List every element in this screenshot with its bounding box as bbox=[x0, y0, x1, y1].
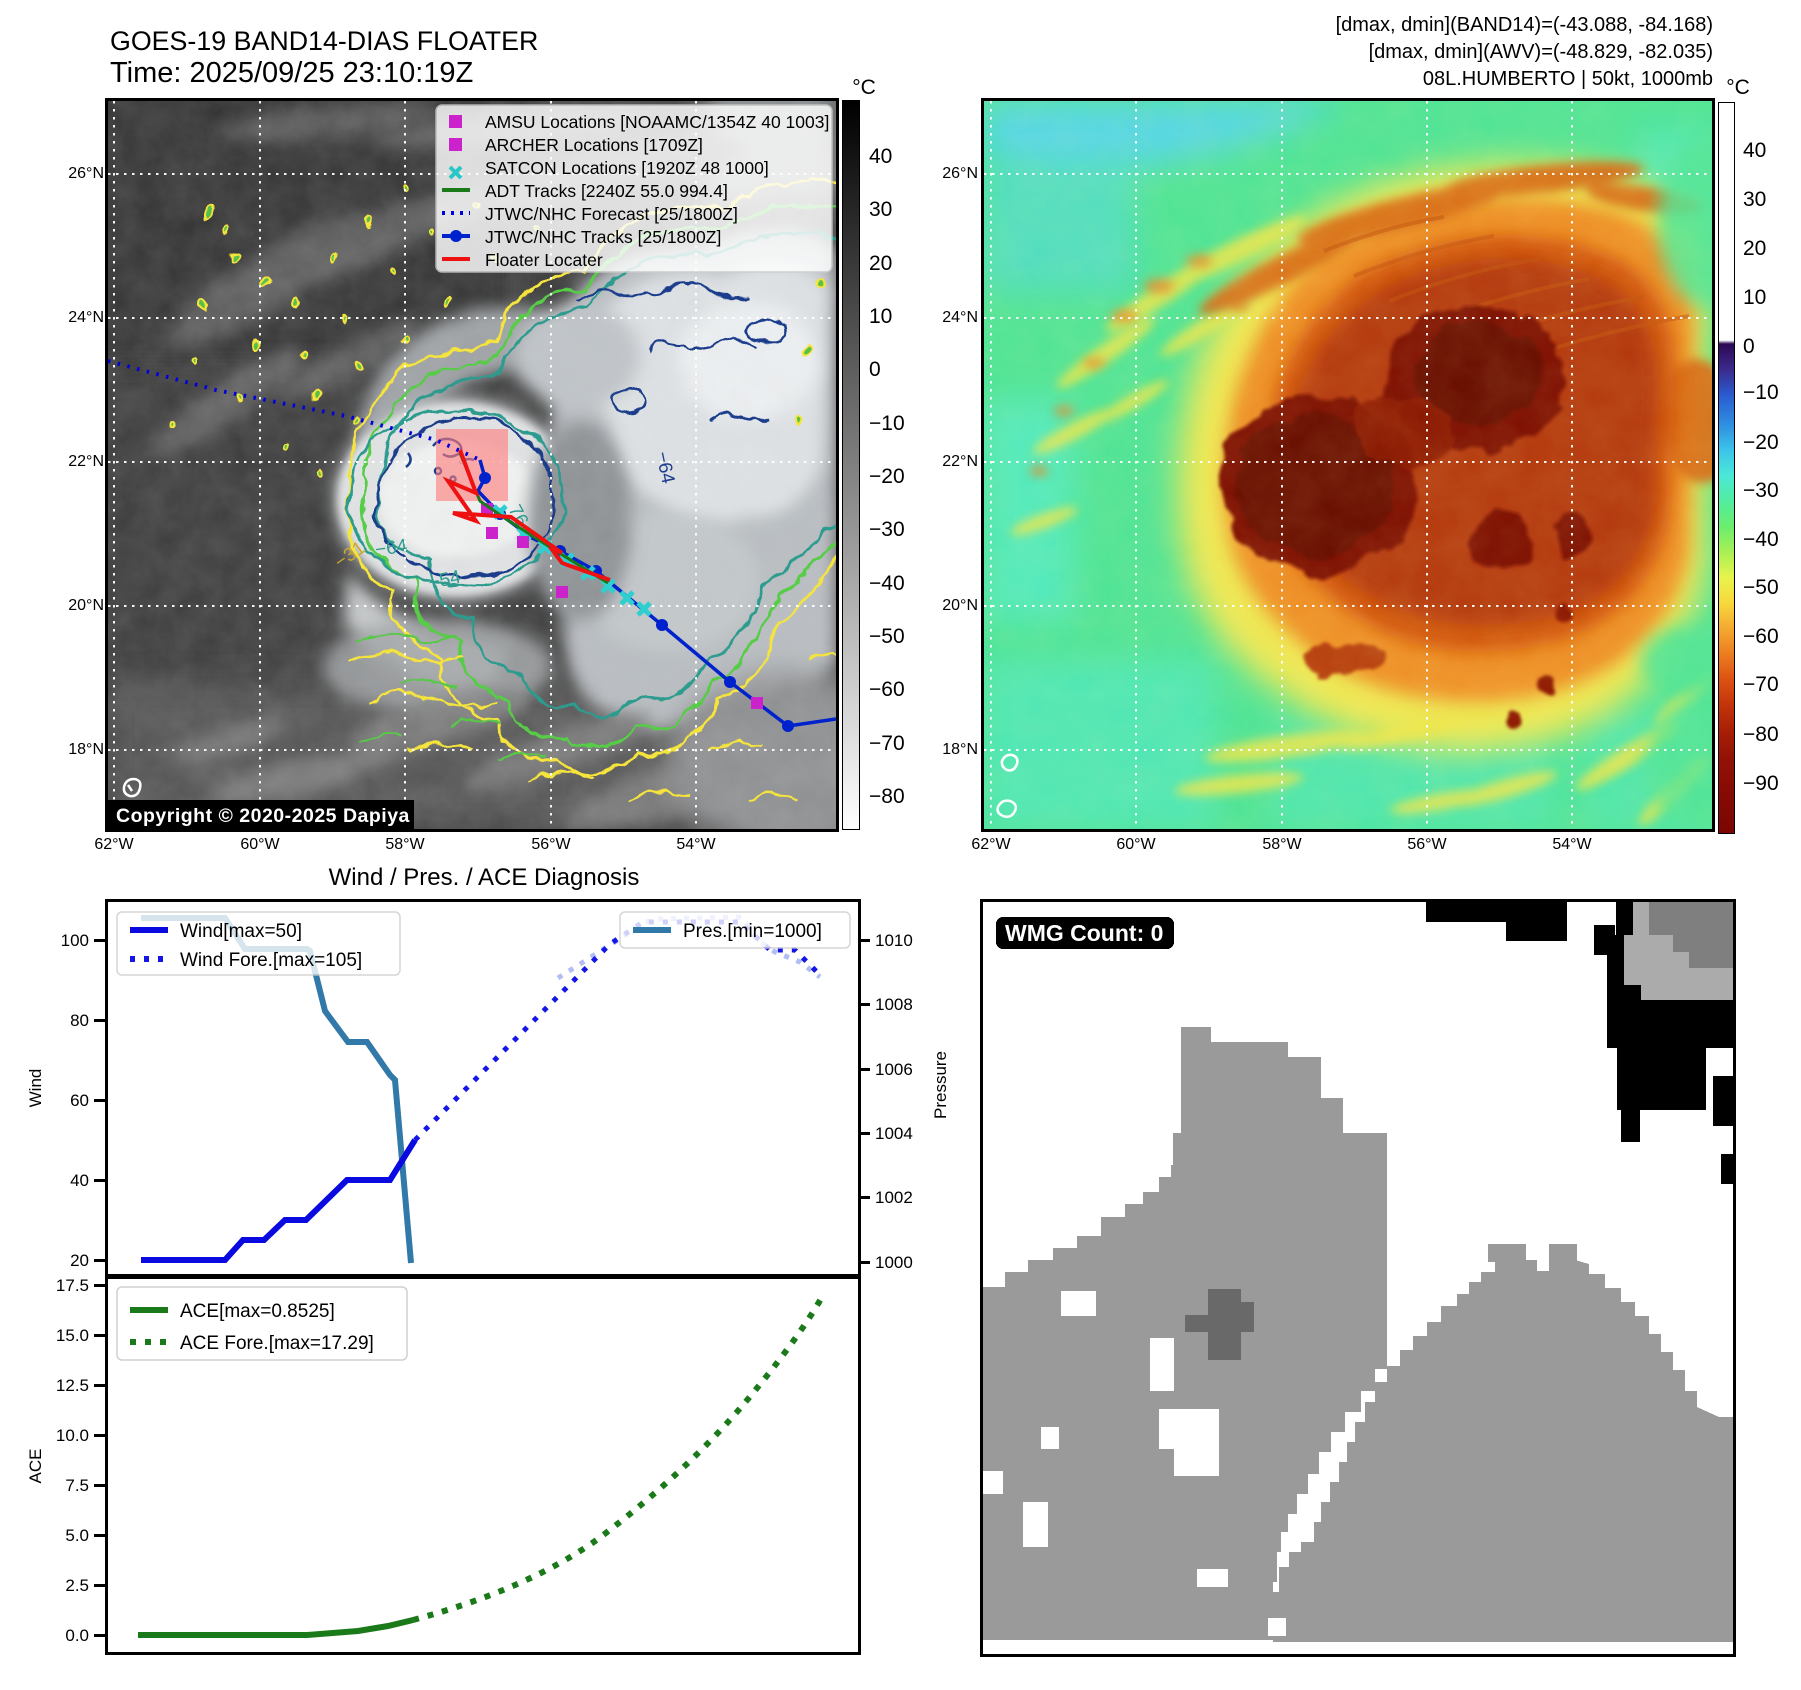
svg-text:WMG Count: 0: WMG Count: 0 bbox=[1005, 920, 1163, 946]
svg-text:Floater Locater: Floater Locater bbox=[485, 250, 603, 270]
svg-text:Copyright © 2020-2025 Dapiya: Copyright © 2020-2025 Dapiya bbox=[116, 805, 410, 827]
svg-text:JTWC/NHC Tracks [25/1800Z]: JTWC/NHC Tracks [25/1800Z] bbox=[485, 227, 721, 247]
svg-text:Wind Fore.[max=105]: Wind Fore.[max=105] bbox=[180, 950, 362, 971]
svg-text:ACE Fore.[max=17.29]: ACE Fore.[max=17.29] bbox=[180, 1333, 374, 1354]
svg-text:JTWC/NHC Forecast [25/1800Z]: JTWC/NHC Forecast [25/1800Z] bbox=[485, 204, 738, 224]
svg-text:ACE[max=0.8525]: ACE[max=0.8525] bbox=[180, 1301, 335, 1322]
svg-text:−64: −64 bbox=[374, 536, 409, 561]
svg-text:Wind[max=50]: Wind[max=50] bbox=[180, 921, 302, 942]
svg-text:ADT Tracks [2240Z 55.0 994.4]: ADT Tracks [2240Z 55.0 994.4] bbox=[485, 181, 728, 201]
svg-text:Pres.[min=1000]: Pres.[min=1000] bbox=[683, 921, 822, 942]
svg-text:ARCHER Locations [1709Z]: ARCHER Locations [1709Z] bbox=[485, 135, 703, 155]
svg-text:SATCON Locations [1920Z 48 100: SATCON Locations [1920Z 48 1000] bbox=[485, 158, 769, 178]
svg-text:AMSU Locations [NOAAMC/1354Z 4: AMSU Locations [NOAAMC/1354Z 40 1003] bbox=[485, 112, 829, 132]
